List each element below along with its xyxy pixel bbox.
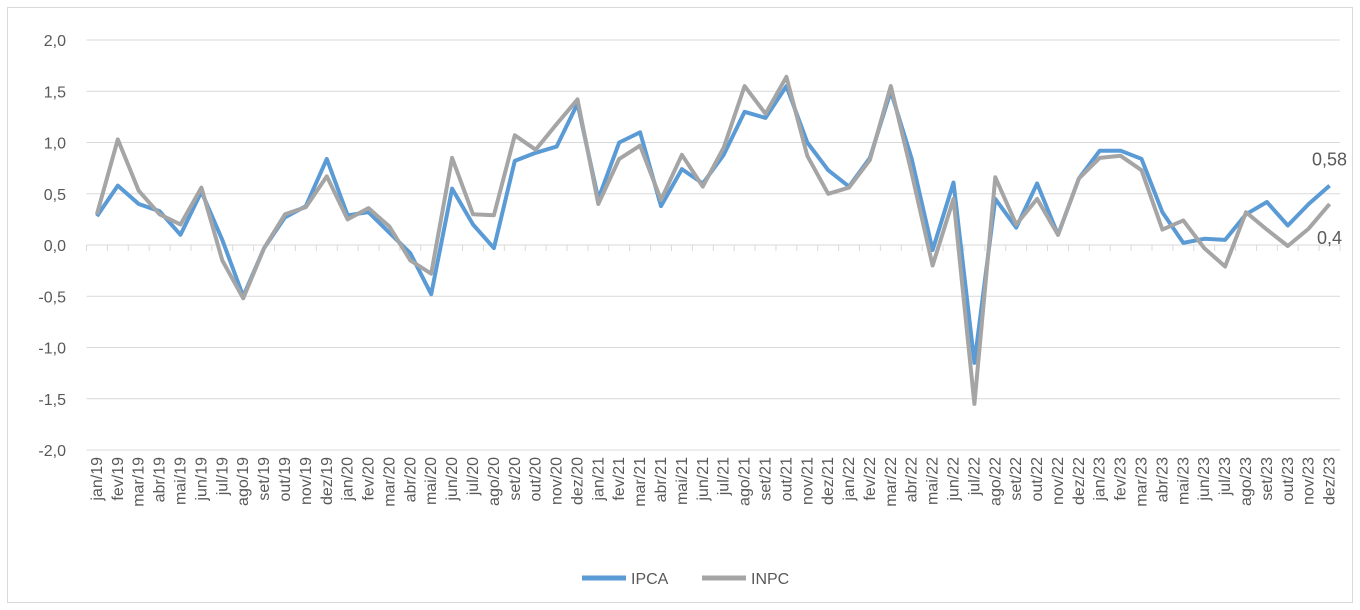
data-label: 0,58 — [1312, 150, 1347, 170]
x-tick-label: mai/22 — [925, 457, 942, 505]
x-tick-label: set/23 — [1259, 457, 1276, 501]
x-tick-label: fev/22 — [862, 457, 879, 501]
series-line — [94, 74, 1332, 406]
legend-label: INPC — [751, 571, 789, 588]
y-tick-label: 1,5 — [44, 84, 66, 101]
x-tick-label: out/20 — [528, 457, 545, 502]
x-tick-label: abr/20 — [402, 457, 419, 502]
x-tick-label: jul/21 — [716, 457, 733, 496]
x-tick-label: mai/21 — [674, 457, 691, 505]
y-tick-label: -1,5 — [38, 392, 66, 409]
x-tick-label: mar/23 — [1134, 457, 1151, 507]
x-tick-label: mar/20 — [381, 457, 398, 507]
x-tick-label: jul/19 — [214, 457, 231, 496]
x-tick-label: jul/23 — [1217, 457, 1234, 496]
y-tick-label: -1,0 — [38, 341, 66, 358]
x-tick-label: jan/20 — [340, 457, 357, 502]
y-tick-label: 1,0 — [44, 136, 66, 153]
x-tick-label: abr/22 — [904, 457, 921, 502]
x-tick-label: nov/22 — [1050, 457, 1067, 505]
x-tick-label: set/22 — [1008, 457, 1025, 501]
x-tick-label: fev/23 — [1113, 457, 1130, 501]
x-tick-label: ago/23 — [1238, 457, 1255, 506]
y-tick-label: -2,0 — [38, 443, 66, 460]
y-tick-label: -0,5 — [38, 289, 66, 306]
x-tick-label: jan/22 — [841, 457, 858, 502]
x-tick-label: ago/21 — [737, 457, 754, 506]
y-tick-label: 0,5 — [44, 187, 66, 204]
x-tick-label: set/20 — [507, 457, 524, 501]
x-tick-label: abr/23 — [1154, 457, 1171, 502]
x-tick-label: nov/23 — [1301, 457, 1318, 505]
x-tick-label: nov/20 — [549, 457, 566, 505]
legend-label: IPCA — [631, 571, 669, 588]
x-tick-label: out/19 — [277, 457, 294, 502]
x-tick-label: mai/23 — [1175, 457, 1192, 505]
chart-frame — [7, 7, 1353, 603]
x-tick-label: dez/22 — [1071, 457, 1088, 505]
x-tick-label: ago/20 — [486, 457, 503, 506]
x-tick-label: jun/21 — [695, 457, 712, 502]
x-tick-label: abr/19 — [152, 457, 169, 502]
x-tick-label: out/23 — [1280, 457, 1297, 502]
x-tick-label: jul/22 — [966, 457, 983, 496]
data-label: 0,4 — [1317, 228, 1342, 248]
x-tick-label: dez/21 — [820, 457, 837, 505]
y-tick-label: 0,0 — [44, 238, 66, 255]
y-tick-label: 2,0 — [44, 33, 66, 50]
x-tick-label: fev/21 — [611, 457, 628, 501]
x-tick-label: dez/19 — [319, 457, 336, 505]
x-tick-label: mai/19 — [173, 457, 190, 505]
x-tick-label: jun/23 — [1196, 457, 1213, 502]
x-tick-label: mar/21 — [632, 457, 649, 507]
x-tick-label: fev/20 — [361, 457, 378, 501]
x-tick-label: abr/21 — [653, 457, 670, 502]
x-tick-label: fev/19 — [110, 457, 127, 501]
x-tick-label: out/22 — [1029, 457, 1046, 502]
x-tick-label: jun/19 — [193, 457, 210, 502]
x-tick-label: out/21 — [778, 457, 795, 502]
x-tick-label: mai/20 — [423, 457, 440, 505]
x-tick-label: ago/22 — [987, 457, 1004, 506]
x-tick-label: jan/19 — [89, 457, 106, 502]
x-tick-label: mar/19 — [131, 457, 148, 507]
x-tick-label: dez/23 — [1322, 457, 1339, 505]
x-tick-label: jul/20 — [465, 457, 482, 496]
x-tick-label: jan/21 — [590, 457, 607, 502]
x-tick-label: set/19 — [256, 457, 273, 501]
x-tick-label: nov/21 — [799, 457, 816, 505]
x-tick-label: set/21 — [757, 457, 774, 501]
x-tick-label: jan/23 — [1092, 457, 1109, 502]
x-tick-label: mar/22 — [883, 457, 900, 507]
x-tick-label: ago/19 — [235, 457, 252, 506]
x-tick-label: jun/22 — [946, 457, 963, 502]
x-tick-label: nov/19 — [298, 457, 315, 505]
x-tick-label: dez/20 — [569, 457, 586, 505]
x-tick-label: jun/20 — [444, 457, 461, 502]
